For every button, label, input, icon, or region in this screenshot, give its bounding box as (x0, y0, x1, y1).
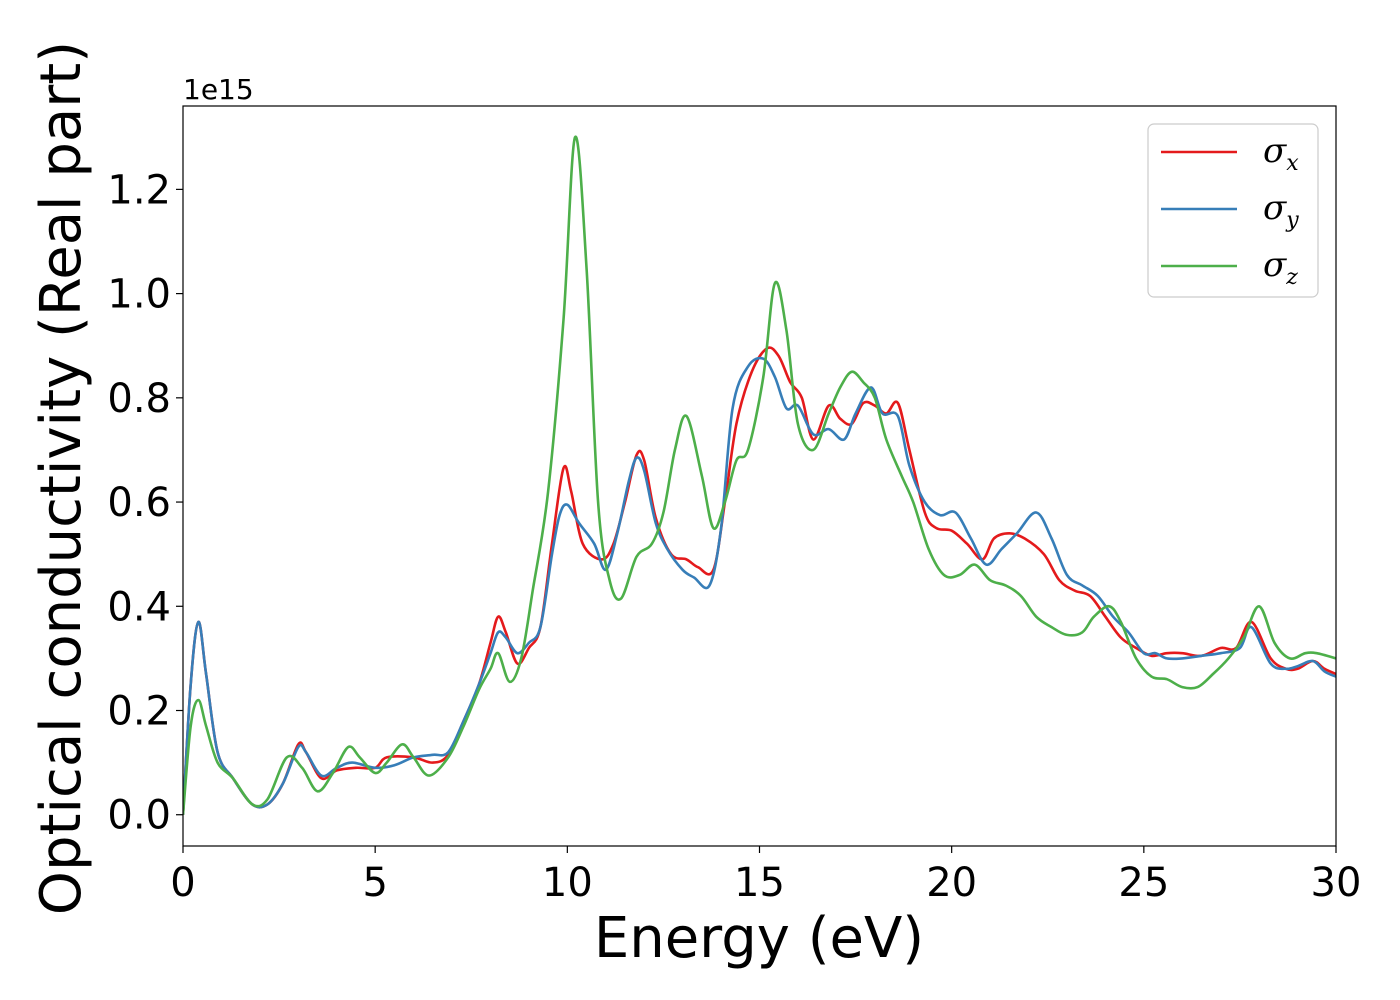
x-tick-label: 30 (1311, 860, 1362, 906)
y-axis-title: Optical conductivity (Real part) (29, 41, 94, 915)
x-tick-label: 10 (542, 860, 593, 906)
x-tick-label: 15 (734, 860, 785, 906)
x-axis-ticks: 0 5 10 15 20 25 30 (170, 846, 1361, 906)
legend-label-y: σy (1263, 188, 1299, 233)
y-axis-ticks: 0.0 0.2 0.4 0.6 0.8 1.0 1.2 (107, 167, 183, 839)
y-offset-label: 1e15 (183, 73, 254, 106)
plot-area (183, 106, 1336, 846)
x-tick-label: 5 (362, 860, 387, 906)
legend-box (1147, 123, 1319, 298)
legend: σx σy σz (1147, 123, 1319, 298)
y-tick-label: 0.4 (107, 584, 171, 630)
y-tick-label: 0.2 (107, 689, 171, 735)
x-tick-label: 20 (926, 860, 977, 906)
legend-label-x: σx (1263, 131, 1299, 176)
x-tick-label: 25 (1118, 860, 1169, 906)
series-line-z (183, 135, 1336, 815)
series-layer (183, 135, 1336, 815)
y-tick-label: 0.8 (107, 376, 171, 422)
x-tick-label: 0 (170, 860, 195, 906)
legend-label-z: σz (1263, 245, 1298, 290)
y-tick-label: 0.6 (107, 480, 171, 526)
y-tick-label: 1.2 (107, 167, 171, 213)
y-tick-label: 0.0 (107, 793, 171, 839)
x-axis-title: Energy (eV) (594, 906, 924, 971)
y-tick-label: 1.0 (107, 272, 171, 318)
